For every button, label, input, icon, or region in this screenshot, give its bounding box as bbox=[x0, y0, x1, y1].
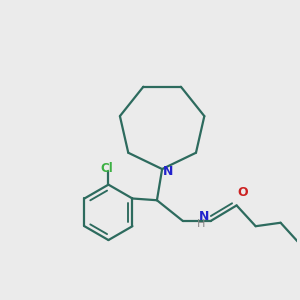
Text: N: N bbox=[199, 210, 210, 224]
Text: N: N bbox=[163, 165, 173, 178]
Text: H: H bbox=[197, 219, 205, 229]
Text: Cl: Cl bbox=[100, 161, 113, 175]
Text: O: O bbox=[238, 186, 248, 199]
